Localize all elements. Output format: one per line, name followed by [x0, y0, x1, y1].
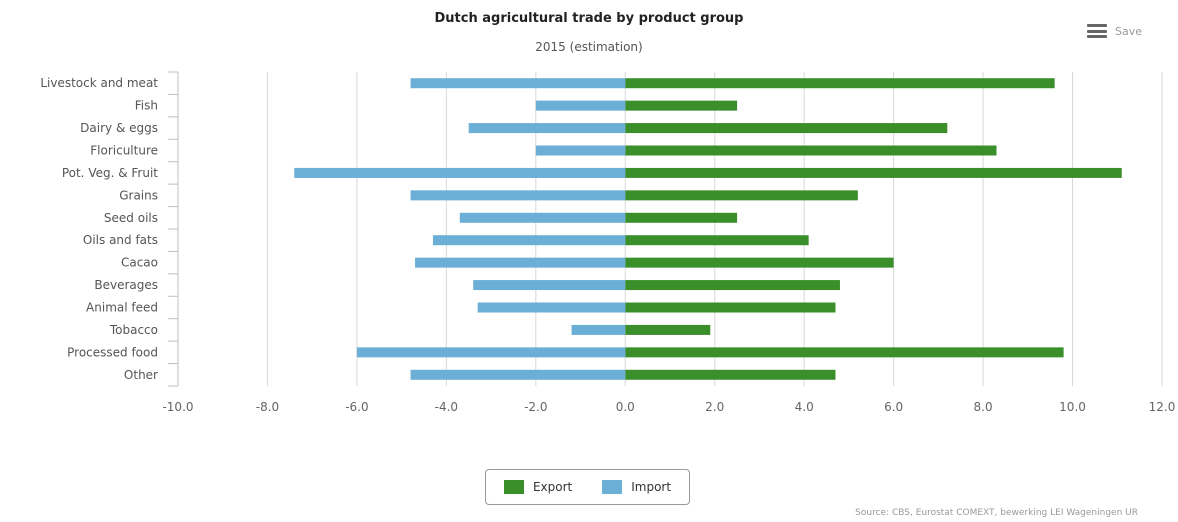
x-tick-label-10: 10.0 [1059, 400, 1086, 414]
bar-export-11 [625, 324, 711, 335]
x-tick-label-4: -2.0 [524, 400, 547, 414]
chart-title: Dutch agricultural trade by product grou… [434, 11, 744, 26]
hamburger-menu-icon [1087, 24, 1107, 38]
category-label-7: Oils and fats [83, 233, 158, 247]
bar-import-0 [410, 78, 626, 89]
x-tick-label-0: -10.0 [162, 400, 193, 414]
legend-item-export[interactable]: Export [503, 480, 573, 494]
bar-export-3 [625, 145, 997, 156]
x-tick-label-11: 12.0 [1149, 400, 1176, 414]
category-label-6: Seed oils [104, 211, 158, 225]
bar-import-11 [571, 324, 626, 335]
category-label-12: Processed food [67, 345, 158, 359]
bar-export-10 [625, 302, 836, 313]
bar-export-2 [625, 123, 948, 134]
category-label-1: Fish [135, 99, 158, 113]
source-credit: Source: CBS, Eurostat COMEXT, bewerking … [855, 508, 1138, 518]
category-label-5: Grains [119, 188, 158, 202]
bar-import-6 [459, 212, 626, 223]
x-tick-label-5: 0.0 [616, 400, 635, 414]
x-tick-label-8: 6.0 [884, 400, 903, 414]
bar-import-2 [468, 123, 626, 134]
legend-label-import: Import [631, 480, 672, 494]
bar-export-1 [625, 100, 738, 111]
x-tick-label-2: -6.0 [345, 400, 368, 414]
category-label-9: Beverages [94, 278, 158, 292]
bar-export-12 [625, 347, 1064, 358]
bar-export-7 [625, 235, 809, 246]
bar-export-5 [625, 190, 858, 201]
bar-import-7 [432, 235, 626, 246]
category-label-10: Animal feed [86, 301, 158, 315]
category-label-3: Floriculture [90, 144, 158, 158]
category-label-8: Cacao [121, 256, 158, 270]
bar-import-8 [415, 257, 626, 268]
x-tick-label-3: -4.0 [435, 400, 458, 414]
bar-import-3 [535, 145, 626, 156]
save-menu-button[interactable]: Save [1087, 21, 1142, 41]
bar-import-1 [535, 100, 626, 111]
bar-export-9 [625, 280, 840, 291]
category-label-2: Dairy & eggs [80, 121, 158, 135]
legend-item-import[interactable]: Import [602, 480, 671, 494]
category-label-4: Pot. Veg. & Fruit [62, 166, 158, 180]
bar-import-9 [473, 280, 626, 291]
bar-import-10 [477, 302, 626, 313]
x-tick-label-1: -8.0 [256, 400, 279, 414]
save-label: Save [1115, 24, 1143, 38]
x-tick-label-7: 4.0 [795, 400, 814, 414]
bar-export-13 [625, 369, 836, 380]
category-label-13: Other [124, 368, 158, 382]
bar-import-13 [410, 369, 626, 380]
bar-chart: Livestock and meat Fish Dairy & eggs Floric… [40, 71, 1176, 414]
legend-swatch-export [503, 480, 524, 494]
category-label-0: Livestock and meat [40, 76, 158, 90]
bar-import-5 [410, 190, 626, 201]
bar-import-12 [356, 347, 626, 358]
legend-label-export: Export [532, 480, 573, 494]
category-label-11: Tobacco [109, 323, 158, 337]
x-tick-label-6: 2.0 [705, 400, 724, 414]
x-tick-label-9: 8.0 [974, 400, 993, 414]
bar-export-4 [625, 167, 1122, 178]
bar-export-0 [625, 78, 1055, 89]
chart-subtitle: 2015 (estimation) [535, 40, 643, 54]
legend-swatch-import [602, 480, 623, 494]
bar-import-4 [294, 167, 626, 178]
bar-export-6 [625, 212, 738, 223]
bar-export-8 [625, 257, 894, 268]
chart-legend: Export Import [485, 469, 690, 505]
